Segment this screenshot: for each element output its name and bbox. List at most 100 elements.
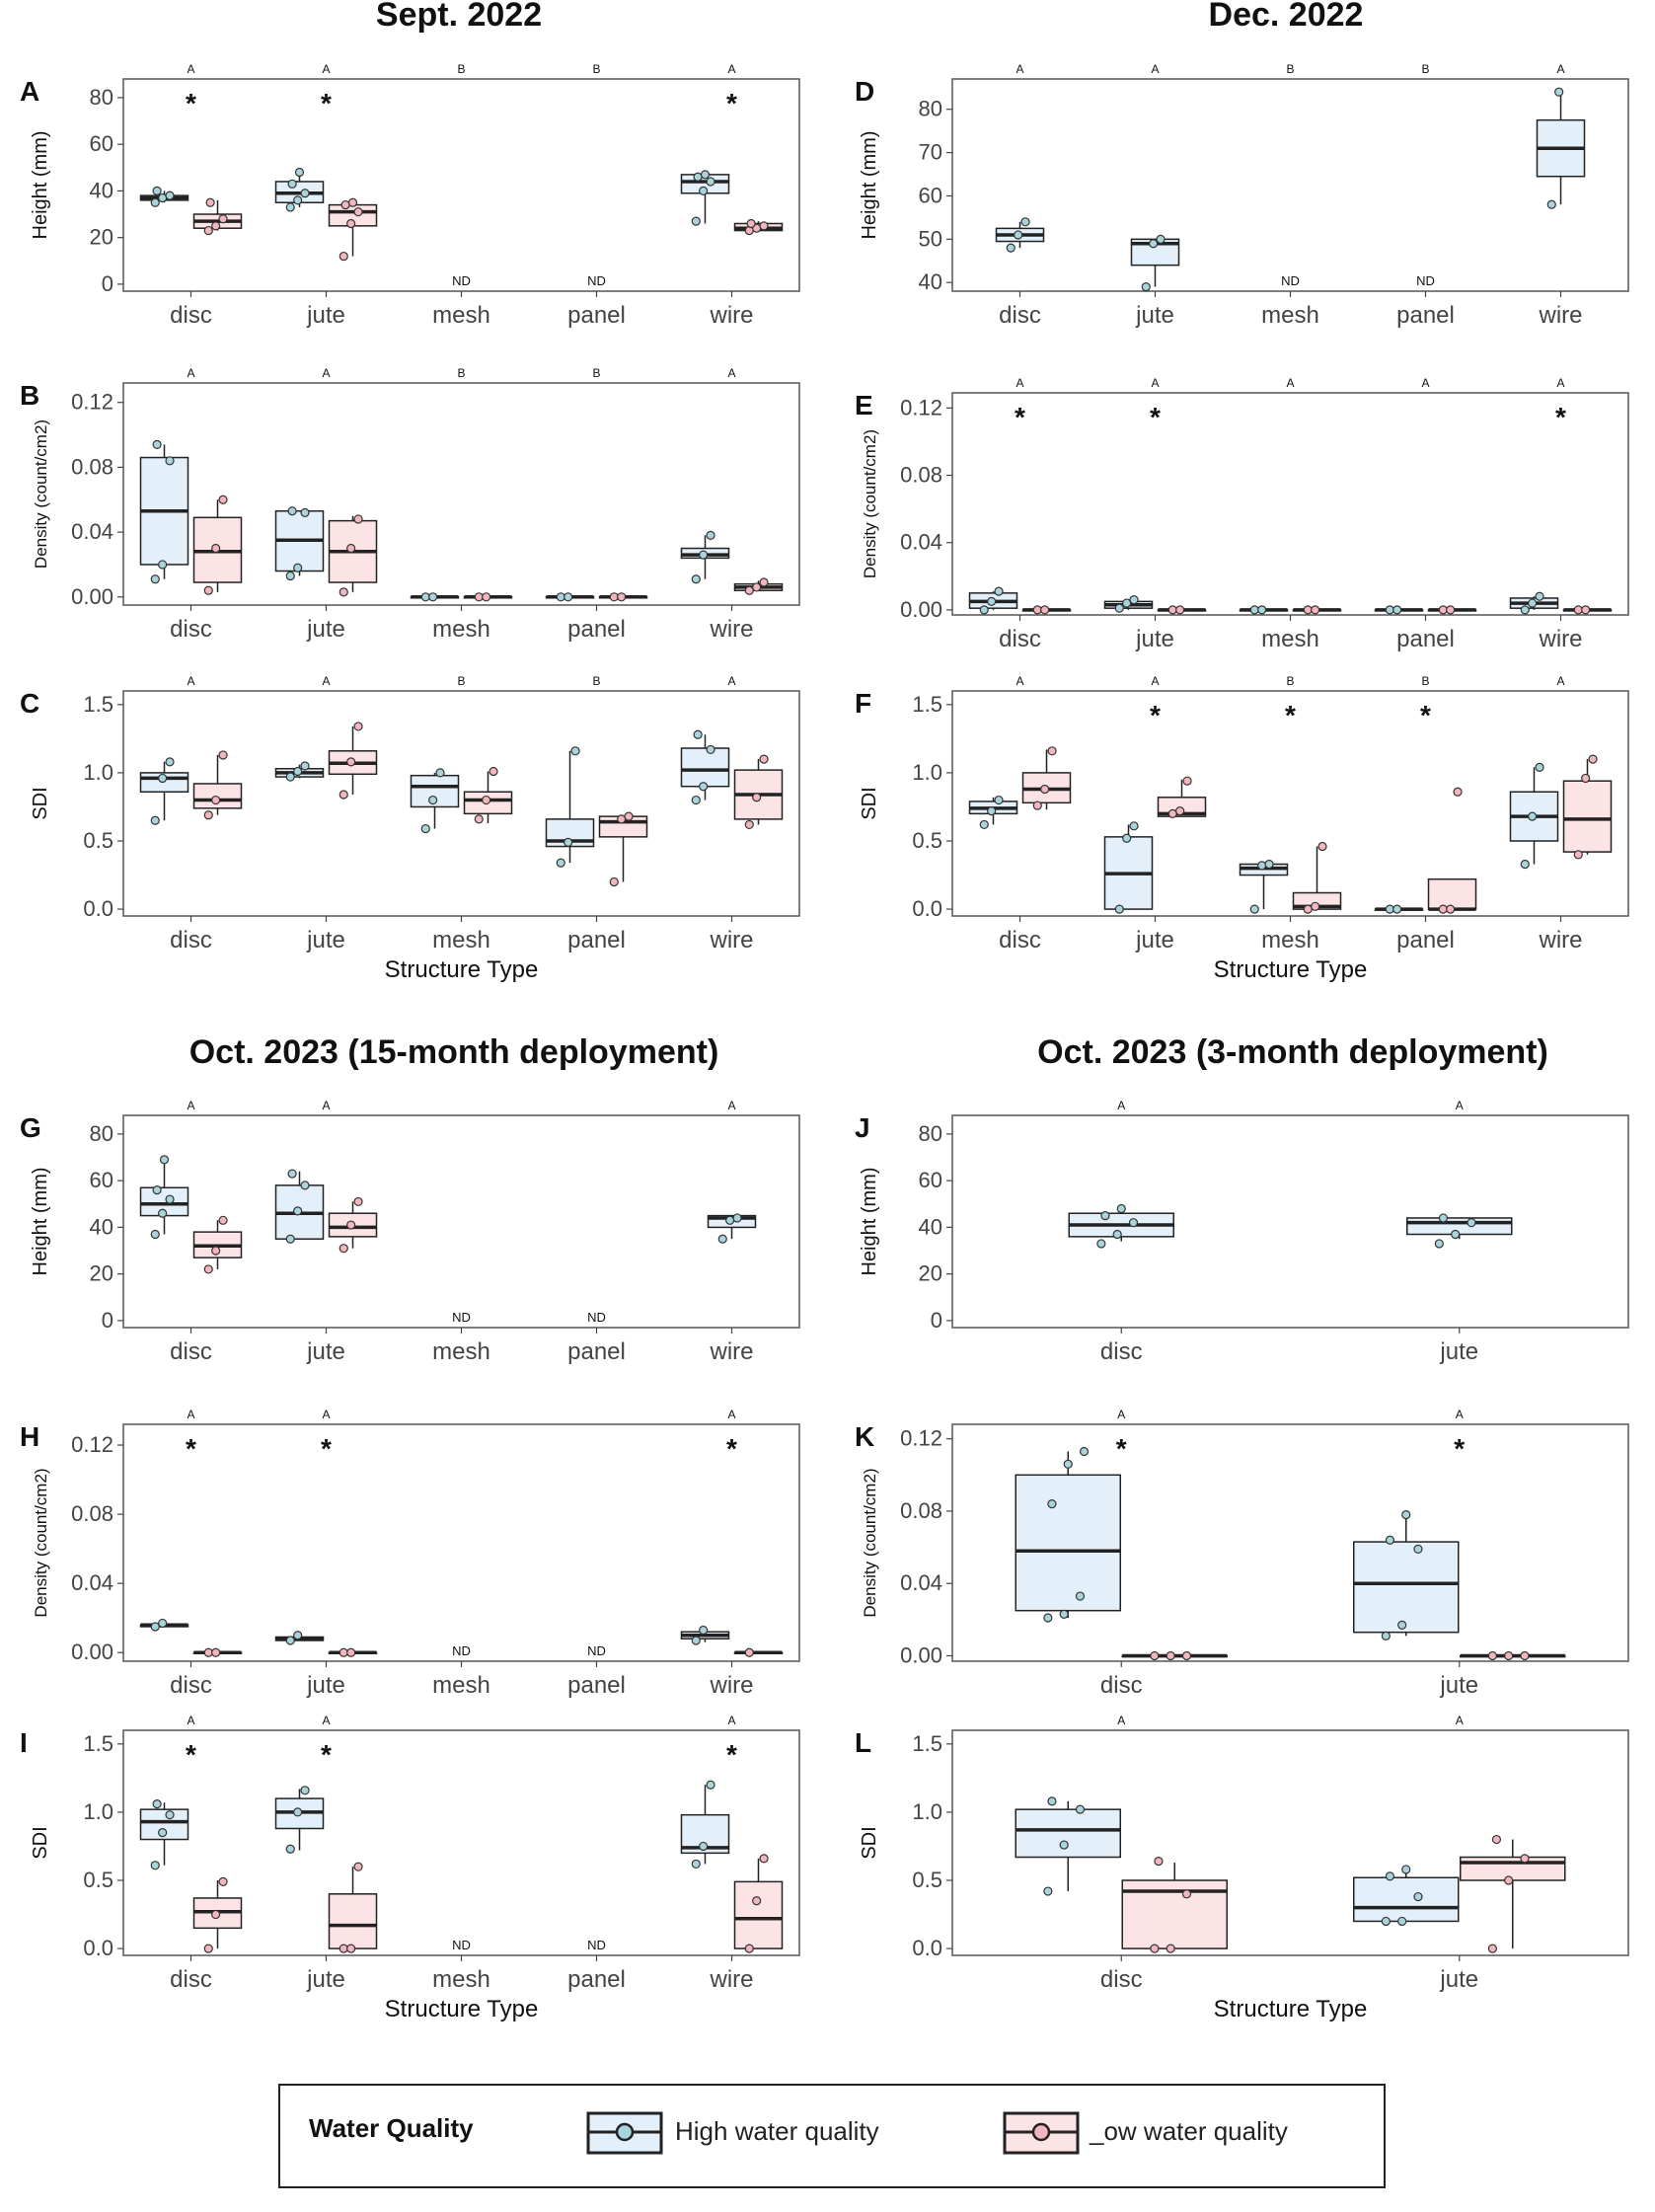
y-tick-label: 0.08: [71, 1501, 113, 1526]
group-letter: A: [1016, 62, 1023, 76]
box-high-panel: [545, 746, 595, 868]
box-high-panel: [1374, 605, 1424, 615]
box-high-disc: [139, 1155, 189, 1240]
y-axis-label: SDI: [30, 787, 51, 819]
data-point: [211, 1909, 221, 1920]
group-letter: A: [187, 1099, 194, 1112]
legend-key-high: [586, 2111, 663, 2155]
x-tick-label-wire: wire: [709, 1338, 753, 1365]
data-point: [732, 1213, 742, 1223]
data-point: [1257, 605, 1267, 615]
significance-star: *: [321, 1739, 332, 1770]
x-tick-label-disc: disc: [170, 616, 212, 643]
group-letter: B: [1286, 674, 1294, 688]
data-point: [1311, 901, 1320, 911]
y-tick-label: 0.00: [71, 1640, 113, 1664]
box-iqr: [1353, 1541, 1460, 1634]
box-high-panel: [1374, 904, 1424, 914]
data-point: [1129, 821, 1139, 831]
data-point: [717, 1234, 727, 1244]
data-point: [1122, 598, 1132, 608]
x-tick-label-jute: jute: [306, 302, 345, 329]
significance-star: *: [1454, 1433, 1465, 1464]
data-point: [211, 221, 221, 231]
data-point: [752, 582, 762, 592]
x-tick-label-mesh: mesh: [1261, 626, 1319, 652]
significance-star: *: [186, 1739, 196, 1770]
significance-star: *: [1015, 402, 1025, 432]
data-point: [165, 1810, 175, 1820]
group-letter: A: [1556, 376, 1564, 390]
not-detected-label: ND: [452, 1938, 471, 1952]
box-high-disc: [1015, 1446, 1121, 1623]
box-high-disc: [968, 795, 1018, 830]
y-tick-label: 0.0: [912, 1936, 942, 1960]
y-tick-label: 40: [90, 1214, 113, 1239]
data-point: [293, 1631, 303, 1640]
column-title-oct-2023-15-month: Oct. 2023 (15-month deployment): [189, 1033, 719, 1071]
x-tick-label-disc: disc: [1100, 1966, 1143, 1993]
data-point: [347, 197, 358, 207]
data-point: [428, 795, 438, 805]
box-high-wire: [707, 1213, 757, 1244]
significance-star: *: [186, 1433, 196, 1464]
group-letter: A: [1117, 1408, 1125, 1421]
not-detected-label: ND: [587, 1310, 606, 1325]
data-point: [1528, 811, 1538, 821]
data-point: [1063, 1459, 1073, 1469]
box-low-jute: [1157, 776, 1207, 818]
data-point: [489, 766, 498, 777]
data-point: [1181, 1650, 1192, 1661]
y-tick-label: 40: [919, 269, 942, 294]
box-low-disc: [192, 750, 243, 820]
data-point: [285, 571, 295, 581]
group-letter: A: [1151, 674, 1159, 688]
x-tick-label-jute: jute: [1135, 302, 1174, 329]
x-tick-label-mesh: mesh: [432, 302, 490, 329]
data-point: [152, 439, 162, 450]
significance-star: *: [726, 1739, 737, 1770]
x-tick-label-mesh: mesh: [432, 927, 490, 953]
legend-title: Water Quality: [309, 2113, 474, 2143]
data-point: [617, 592, 627, 602]
y-tick-label: 0: [102, 271, 113, 296]
data-point: [150, 815, 160, 825]
data-point: [150, 1229, 160, 1240]
data-point: [1546, 199, 1556, 209]
box-high-wire: [1536, 87, 1586, 209]
group-letter: A: [1016, 674, 1023, 688]
x-tick-label-jute: jute: [1135, 927, 1174, 953]
y-tick-label: 80: [90, 85, 113, 110]
x-tick-label-panel: panel: [567, 302, 626, 329]
box-high-disc: [968, 586, 1018, 615]
data-point: [1487, 1650, 1497, 1661]
y-axis-label: SDI: [859, 787, 880, 819]
data-point: [1006, 243, 1016, 253]
x-tick-label-disc: disc: [170, 302, 212, 329]
data-point: [353, 1196, 363, 1207]
data-point: [1079, 1446, 1090, 1457]
group-letter: A: [187, 366, 194, 380]
legend-label-high: High water quality: [675, 2116, 879, 2146]
x-tick-label-disc: disc: [170, 1338, 212, 1365]
data-point: [1112, 1229, 1122, 1240]
data-point: [300, 761, 310, 771]
data-point: [1573, 850, 1583, 860]
data-point: [1446, 605, 1456, 615]
data-point: [1114, 603, 1124, 613]
group-letter: A: [322, 1408, 330, 1421]
box-low-disc: [192, 495, 243, 595]
panel-letter: J: [855, 1112, 870, 1143]
data-point: [759, 221, 769, 231]
data-point: [556, 858, 565, 868]
data-point: [165, 456, 175, 466]
data-point: [1491, 1834, 1502, 1845]
group-letter: A: [1556, 674, 1564, 688]
box-high-mesh: [1239, 605, 1289, 615]
data-point: [979, 819, 989, 830]
data-point: [570, 746, 580, 756]
y-tick-label: 60: [90, 131, 113, 156]
